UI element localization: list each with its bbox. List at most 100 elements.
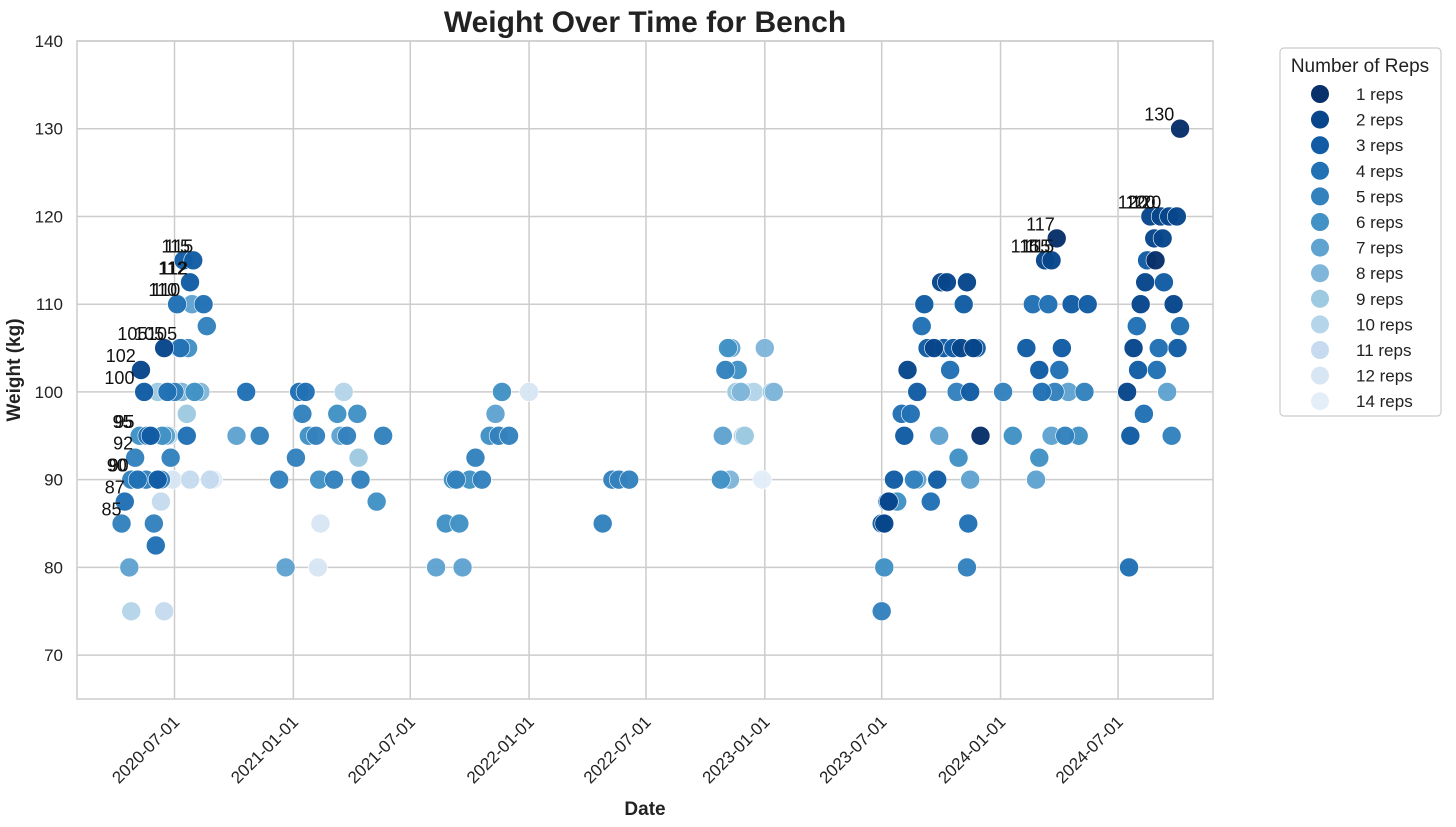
legend-title: Number of Reps [1291,56,1429,77]
point-label: 115 [1011,236,1040,256]
data-point [519,382,539,402]
data-point [337,425,357,446]
data-point [327,404,348,424]
data-point [121,601,142,622]
data-point [1049,360,1070,380]
data-point [347,404,368,424]
data-point [292,404,313,424]
data-point [940,360,960,380]
point-label: 112 [159,258,188,278]
data-point [920,491,941,512]
data-point [125,447,145,468]
data-point [619,469,639,490]
data-point [711,469,731,490]
data-point [1046,228,1067,249]
point-label: 130 [1144,105,1174,125]
data-point [1038,294,1059,315]
data-point [713,425,733,446]
data-point [1016,338,1037,358]
data-point [1029,360,1050,380]
data-point [154,338,174,358]
data-point [180,469,200,490]
data-point [592,513,613,534]
point-label: 115 [1022,236,1051,256]
y-tick-label: 140 [35,32,63,51]
data-point [1154,272,1174,293]
data-point [1147,360,1167,380]
data-point [754,338,775,358]
data-point [151,491,171,512]
data-point [1128,360,1148,380]
data-point [1026,469,1046,490]
data-point [286,447,306,468]
data-point [894,425,915,446]
point-label: 100 [104,368,134,388]
data-point [1126,316,1147,336]
data-point [1052,338,1072,358]
legend-marker [1311,341,1329,359]
data-point [900,404,921,424]
data-point [269,469,289,490]
data-point [160,447,181,468]
point-label: 95 [114,412,134,432]
grid-lines [77,40,1213,699]
data-point [176,404,197,424]
data-point [1148,338,1169,358]
point-label: 90 [107,456,127,476]
data-point [306,425,326,446]
data-point [197,316,217,336]
legend-label: 12 reps [1356,367,1413,386]
y-tick-label: 70 [44,646,63,665]
data-point [970,425,991,446]
data-point [193,294,214,315]
data-point [764,382,784,402]
data-point [176,425,197,446]
legend-label: 9 reps [1356,290,1403,309]
data-point [958,513,979,534]
data-point [904,469,924,490]
data-point [366,491,387,512]
data-point [1145,250,1166,271]
data-point [140,425,161,446]
data-point [127,469,148,490]
data-point [114,491,135,512]
data-point [874,557,895,578]
data-point [715,360,736,380]
data-point [465,447,486,468]
x-axis-title: Date [624,799,665,820]
legend-label: 3 reps [1356,136,1403,155]
legend-label: 5 reps [1356,187,1403,206]
point-label: 105 [117,324,147,344]
data-point [1119,557,1139,578]
legend-marker [1311,161,1329,180]
y-tick-label: 130 [35,120,63,139]
data-point [957,272,977,293]
data-point [1163,294,1184,315]
data-point [324,469,344,490]
data-point [492,382,512,402]
data-point [446,469,466,490]
point-label: 105 [134,324,164,344]
data-point [1077,294,1098,315]
data-point [993,382,1013,402]
legend-marker [1311,315,1329,334]
data-point [1157,382,1177,402]
data-point [731,382,751,402]
data-point [963,338,984,358]
data-point [929,425,949,446]
data-point [348,447,369,468]
legend-marker [1311,264,1329,283]
data-point [144,513,164,534]
data-point [1074,382,1095,402]
data-point [1170,316,1190,336]
y-tick-label: 80 [44,558,63,577]
legend-label: 6 reps [1356,213,1403,232]
point-label: 87 [105,478,125,498]
point-label: 95 [113,412,133,432]
data-point [1117,382,1137,402]
legend-label: 4 reps [1356,162,1403,181]
data-point [452,557,473,578]
point-label: 112 [158,258,187,278]
data-point [1130,294,1151,315]
legend-marker [1311,392,1329,411]
